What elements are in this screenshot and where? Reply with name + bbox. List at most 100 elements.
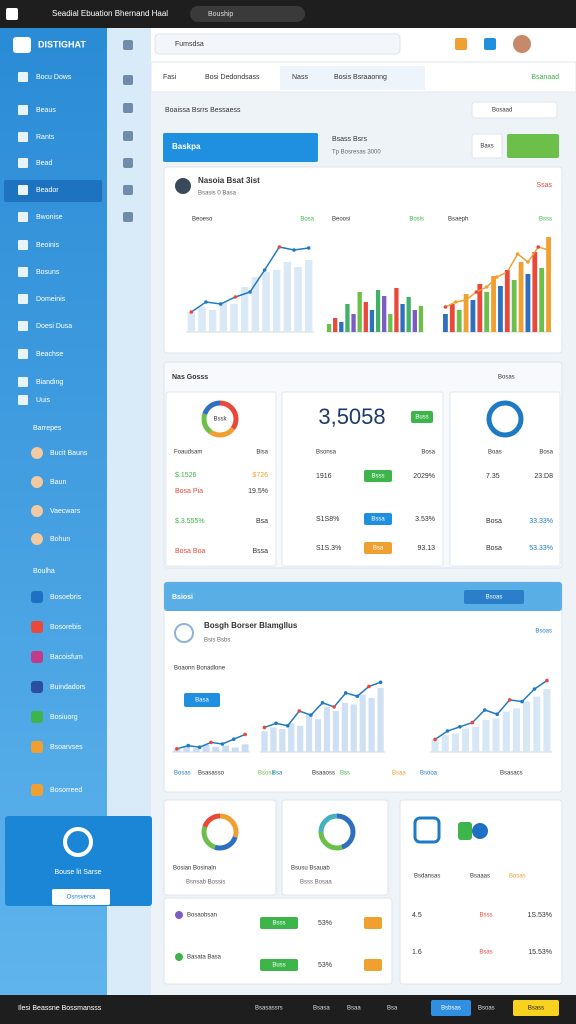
bar [511, 280, 517, 332]
app[interactable]: Buindadors [50, 684, 86, 691]
promo-button[interactable] [52, 889, 110, 905]
app[interactable]: Bosoebris [50, 594, 82, 601]
menu-item[interactable]: Bianding [36, 379, 63, 386]
tab[interactable]: Bosi Dedondsass [205, 74, 260, 81]
footer-item[interactable]: Bsoas [478, 1006, 495, 1012]
bar [418, 306, 424, 332]
strip-icon [123, 103, 133, 113]
pill [364, 959, 382, 971]
footer-item[interactable]: Bsasa [313, 1006, 330, 1012]
footer-highlight[interactable] [513, 1000, 559, 1016]
donut-segment [318, 813, 356, 851]
col-header: Bosa [539, 450, 553, 456]
secondary-label[interactable]: Baxs [480, 144, 493, 150]
col-header: Bsonsa [316, 450, 337, 456]
app[interactable]: Bosiuorg [50, 714, 78, 721]
person[interactable]: Bucit Bauns [50, 450, 88, 457]
search-box[interactable] [154, 33, 401, 55]
menu-icon [18, 321, 28, 331]
toolbar-button-label[interactable]: Bosaad [492, 108, 512, 114]
legend-item: Bsasasso [198, 771, 225, 777]
point [515, 252, 520, 256]
col-header: Boas [488, 450, 502, 456]
link[interactable]: Bsoas [535, 629, 552, 635]
primary-label[interactable]: Baskpa [172, 142, 201, 151]
bar [512, 708, 520, 752]
point [243, 732, 247, 737]
footer-item[interactable]: Bsa [387, 1006, 398, 1012]
activity-pill[interactable] [464, 590, 524, 604]
person[interactable]: Baun [50, 479, 66, 486]
bar [443, 314, 448, 332]
menu-item[interactable]: Domeinis [36, 296, 66, 303]
menu-item[interactable]: Bwonise [36, 214, 63, 221]
footer-text: Ilesi Beassne Bossmansss [18, 1005, 102, 1012]
app[interactable]: Bacoisfum [50, 654, 83, 661]
donut-segment [201, 400, 239, 438]
app[interactable]: Bosorebis [50, 624, 82, 631]
address: Bouship [208, 11, 233, 18]
footer-primary[interactable] [431, 1000, 471, 1016]
menu-item[interactable]: Uuis [36, 397, 51, 404]
card-action[interactable]: Bosas [498, 375, 515, 381]
bar [502, 711, 510, 752]
promo-button-label[interactable]: Osnsversa [67, 895, 96, 901]
footer-highlight-label[interactable]: Bsass [528, 1006, 544, 1012]
bar [297, 725, 304, 752]
legend-item: Bosas [174, 771, 191, 777]
list-card [163, 897, 393, 985]
menu-item[interactable]: Beoinis [36, 242, 59, 249]
bar [482, 720, 490, 752]
point [343, 691, 348, 695]
header-icon [455, 38, 467, 50]
bar [523, 701, 531, 752]
tab[interactable]: Bosis Bsraaonng [334, 74, 387, 81]
app[interactable]: Bsoarvses [50, 744, 83, 751]
menu-item[interactable]: Beador [36, 187, 59, 194]
footer-item[interactable]: Bsasassrs [255, 1006, 283, 1012]
donut-title: Bsusu Bsauab [291, 866, 330, 872]
footer-primary-label[interactable]: Bsbsas [441, 1006, 461, 1012]
point [474, 290, 479, 294]
bar [240, 287, 249, 332]
point [495, 712, 500, 716]
bar [463, 294, 469, 332]
point [175, 747, 179, 751]
toolbar-button[interactable] [471, 101, 558, 119]
green-button[interactable] [507, 134, 559, 158]
address-bar[interactable] [190, 6, 305, 22]
bar [369, 310, 375, 332]
menu-item[interactable]: Rants [36, 134, 55, 141]
tab-active[interactable] [280, 66, 425, 90]
menu-item[interactable]: Bocu Dows [36, 74, 72, 81]
app[interactable]: Bosorreed [50, 787, 82, 794]
bar [400, 304, 405, 332]
menu-item[interactable]: Beaus [36, 107, 56, 114]
pill-label[interactable]: Bsoas [486, 595, 503, 601]
bar [543, 689, 551, 752]
bar [533, 696, 541, 752]
tab-action[interactable]: Bsanaad [531, 74, 559, 81]
info-sub: Tp Bosresas 3000 [332, 150, 381, 156]
primary-button[interactable] [163, 133, 318, 162]
menu-selected[interactable] [4, 180, 102, 202]
button-label[interactable]: Basa [195, 698, 209, 704]
tab[interactable]: Fasi [163, 74, 177, 81]
menu-item[interactable]: Bead [36, 160, 52, 167]
header-icon [484, 38, 496, 50]
donut-segment [201, 813, 239, 851]
menu-item[interactable]: Bosuns [36, 269, 60, 276]
person[interactable]: Bohun [50, 536, 70, 543]
row-label: Bosa Pia [175, 488, 203, 495]
stats-left [165, 391, 277, 567]
menu-item[interactable]: Doesi Dusa [36, 323, 72, 330]
person[interactable]: Vaecwars [50, 508, 81, 515]
footer-item[interactable]: Bsaa [347, 1006, 361, 1012]
pill [411, 411, 433, 423]
secondary-button[interactable] [471, 133, 503, 159]
section-heading: Barrepes [33, 425, 62, 432]
menu-item[interactable]: Beachse [36, 351, 63, 358]
tab[interactable]: Nass [292, 74, 308, 81]
